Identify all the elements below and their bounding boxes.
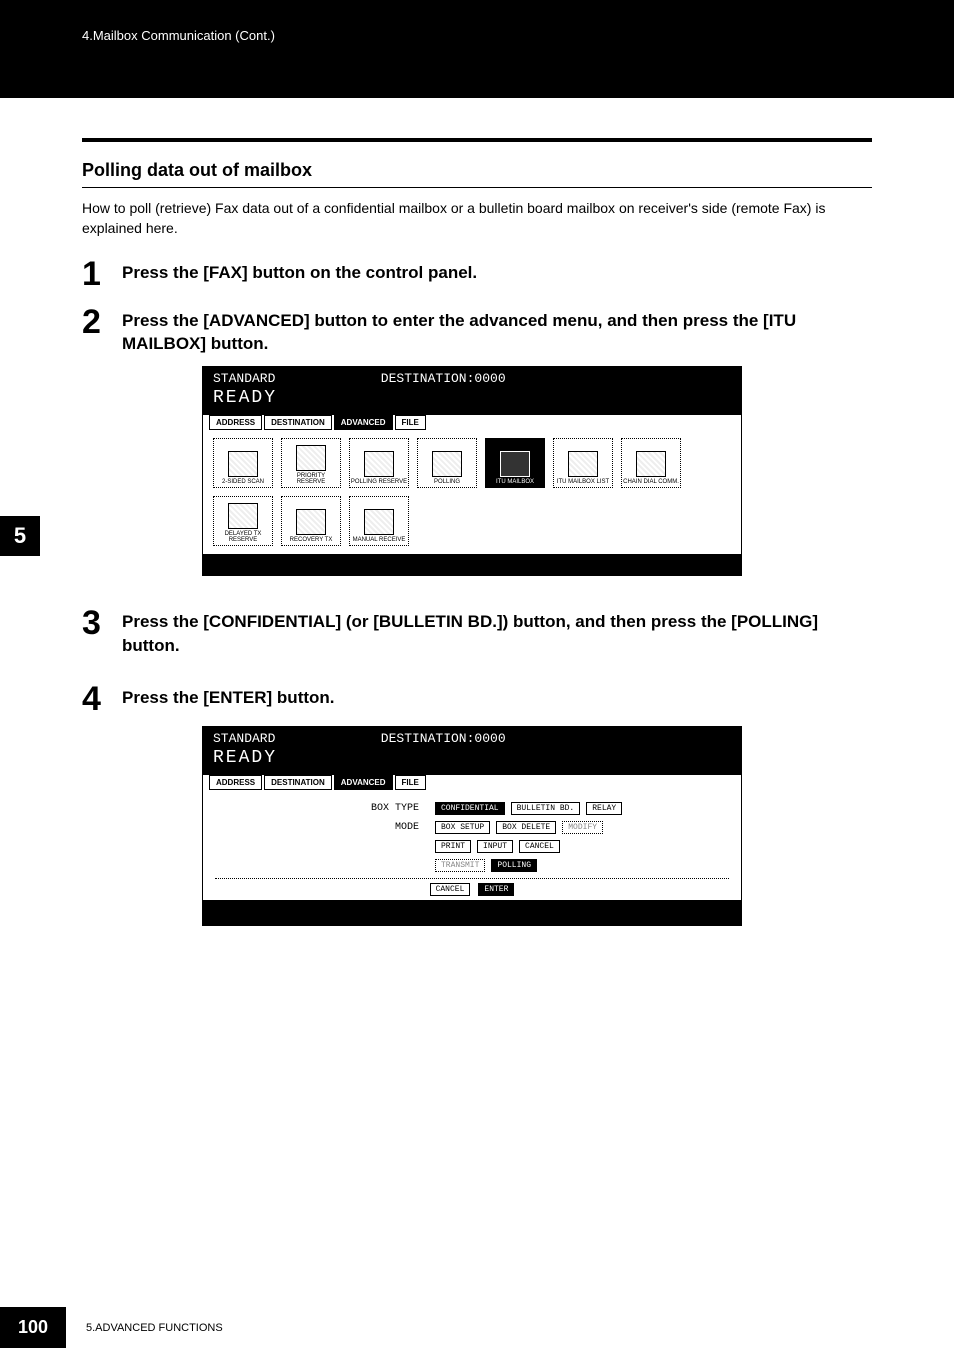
btn-transmit[interactable]: TRANSMIT (435, 859, 485, 872)
top-bar: 4.Mailbox Communication (Cont.) (0, 0, 954, 98)
btn-input[interactable]: INPUT (477, 840, 513, 853)
mailbox-list-icon (568, 451, 598, 477)
recovery-icon (296, 509, 326, 535)
step-3: 3 Press the [CONFIDENTIAL] (or [BULLETIN… (82, 606, 872, 658)
btn-recovery-tx[interactable]: RECOVERY TX (281, 496, 341, 546)
btn-label: POLLING (434, 479, 460, 485)
lcd-ready: READY (203, 388, 741, 414)
priority-icon (296, 445, 326, 471)
row-mode-2: PRINT INPUT CANCEL (215, 840, 729, 853)
btn-label: RECOVERY TX (290, 537, 333, 543)
breadcrumb: 4.Mailbox Communication (Cont.) (82, 28, 275, 43)
polling-reserve-icon (364, 451, 394, 477)
label-box-type: BOX TYPE (215, 803, 435, 814)
polling-icon (432, 451, 462, 477)
step-text: Press the [ADVANCED] button to enter the… (122, 305, 872, 357)
tab-address[interactable]: ADDRESS (209, 775, 262, 790)
tab-address[interactable]: ADDRESS (209, 415, 262, 430)
btn-cancel-small[interactable]: CANCEL (519, 840, 560, 853)
lcd-status-row: STANDARD DESTINATION:0000 (203, 367, 741, 388)
lcd-tab-row: ADDRESS DESTINATION ADVANCED FILE (203, 774, 741, 792)
btn-itu-mailbox[interactable]: ITU MAILBOX (485, 438, 545, 488)
content: Polling data out of mailbox How to poll … (0, 138, 954, 926)
row-box-type: BOX TYPE CONFIDENTIAL BULLETIN BD. RELAY (215, 802, 729, 815)
btn-print[interactable]: PRINT (435, 840, 471, 853)
lcd-ready: READY (203, 748, 741, 774)
btn-polling-mode[interactable]: POLLING (491, 859, 537, 872)
tab-destination[interactable]: DESTINATION (264, 775, 332, 790)
lcd-mode: STANDARD (213, 371, 275, 386)
btn-confidential[interactable]: CONFIDENTIAL (435, 802, 505, 815)
btn-label: ITU MAILBOX LIST (557, 479, 609, 485)
btn-label: PRIORITY RESERVE (282, 473, 340, 485)
btn-delayed-tx[interactable]: DELAYED TX RESERVE (213, 496, 273, 546)
step-1: 1 Press the [FAX] button on the control … (82, 257, 872, 291)
btn-cancel[interactable]: CANCEL (430, 883, 471, 896)
btn-label: 2-SIDED SCAN (222, 479, 264, 485)
page-footer: 100 5.ADVANCED FUNCTIONS (0, 1302, 954, 1348)
btn-box-delete[interactable]: BOX DELETE (496, 821, 556, 834)
lcd-icon-grid: 2-SIDED SCAN PRIORITY RESERVE POLLING RE… (203, 432, 741, 554)
step-text: Press the [FAX] button on the control pa… (122, 257, 477, 285)
btn-label: MANUAL RECEIVE (353, 537, 406, 543)
intro-paragraph: How to poll (retrieve) Fax data out of a… (82, 198, 872, 239)
btn-label: POLLING RESERVE (351, 479, 407, 485)
btn-label: CHAIN DIAL COMM. (623, 479, 679, 485)
step-number: 3 (82, 606, 110, 640)
btn-box-setup[interactable]: BOX SETUP (435, 821, 490, 834)
tab-advanced[interactable]: ADVANCED (334, 415, 393, 430)
lcd-screenshot-options: STANDARD DESTINATION:0000 READY ADDRESS … (202, 726, 742, 926)
horizontal-rule (82, 138, 872, 142)
btn-polling-reserve[interactable]: POLLING RESERVE (349, 438, 409, 488)
tab-file[interactable]: FILE (395, 415, 426, 430)
step-2: 2 Press the [ADVANCED] button to enter t… (82, 305, 872, 357)
step-number: 1 (82, 257, 110, 291)
lcd-destination: DESTINATION:0000 (381, 731, 506, 746)
step-4: 4 Press the [ENTER] button. (82, 682, 872, 716)
page-number: 100 (0, 1307, 66, 1348)
btn-chain-dial[interactable]: CHAIN DIAL COMM. (621, 438, 681, 488)
step-text: Press the [CONFIDENTIAL] (or [BULLETIN B… (122, 606, 872, 658)
lcd-status-row: STANDARD DESTINATION:0000 (203, 727, 741, 748)
btn-modify[interactable]: MODIFY (562, 821, 603, 834)
row-confirm: CANCEL ENTER (215, 878, 729, 896)
manual-icon (364, 509, 394, 535)
step-number: 2 (82, 305, 110, 339)
tab-destination[interactable]: DESTINATION (264, 415, 332, 430)
section-heading: Polling data out of mailbox (82, 160, 872, 188)
tab-file[interactable]: FILE (395, 775, 426, 790)
btn-relay[interactable]: RELAY (586, 802, 622, 815)
btn-2sided-scan[interactable]: 2-SIDED SCAN (213, 438, 273, 488)
mailbox-icon (500, 451, 530, 477)
btn-enter[interactable]: ENTER (478, 883, 514, 896)
btn-manual-receive[interactable]: MANUAL RECEIVE (349, 496, 409, 546)
lcd-screenshot-advanced-menu: STANDARD DESTINATION:0000 READY ADDRESS … (202, 366, 742, 576)
tab-advanced[interactable]: ADVANCED (334, 775, 393, 790)
btn-itu-mailbox-list[interactable]: ITU MAILBOX LIST (553, 438, 613, 488)
btn-label: ITU MAILBOX (496, 479, 534, 485)
scan-icon (228, 451, 258, 477)
lcd-mode: STANDARD (213, 731, 275, 746)
row-mode-3: TRANSMIT POLLING (215, 859, 729, 872)
clock-icon (228, 503, 258, 529)
lcd-destination: DESTINATION:0000 (381, 371, 506, 386)
btn-polling[interactable]: POLLING (417, 438, 477, 488)
chain-icon (636, 451, 666, 477)
btn-bulletin-bd[interactable]: BULLETIN BD. (511, 802, 581, 815)
step-text: Press the [ENTER] button. (122, 682, 335, 710)
btn-label: DELAYED TX RESERVE (214, 531, 272, 543)
lcd-options-panel: BOX TYPE CONFIDENTIAL BULLETIN BD. RELAY… (203, 792, 741, 900)
label-mode: MODE (215, 822, 435, 833)
lcd-tab-row: ADDRESS DESTINATION ADVANCED FILE (203, 414, 741, 432)
footer-chapter: 5.ADVANCED FUNCTIONS (86, 1322, 223, 1334)
btn-priority-reserve[interactable]: PRIORITY RESERVE (281, 438, 341, 488)
row-mode: MODE BOX SETUP BOX DELETE MODIFY (215, 821, 729, 834)
step-number: 4 (82, 682, 110, 716)
